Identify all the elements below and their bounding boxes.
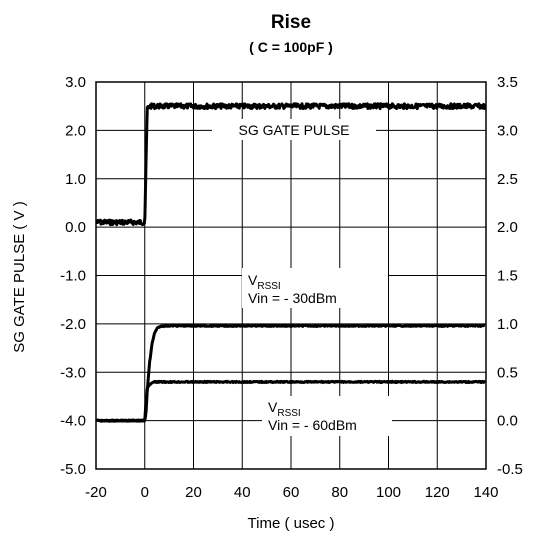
x-tick-label: 80 [331, 484, 348, 501]
y2-tick-label: 1.5 [497, 268, 518, 285]
x-tick-label: 120 [425, 484, 450, 501]
plot-frame [95, 81, 487, 470]
y-tick-label: 2.0 [65, 122, 86, 139]
x-tick-label: 60 [283, 484, 300, 501]
y-tick-label: 0.0 [65, 219, 86, 236]
annotation-rssi-30: VRSSI Vin = - 30dBm [242, 268, 388, 308]
y2-tick-label: 0.0 [497, 413, 518, 430]
series-line-2 [95, 379, 487, 423]
annotation-rssi-60-sub: RSSI [277, 408, 300, 419]
y-tick-label: 1.0 [65, 171, 86, 188]
y-tick-label: -3.0 [60, 364, 86, 381]
annotation-gate: SG GATE PULSE [212, 119, 376, 140]
x-tick-label: 140 [473, 484, 498, 501]
y2-tick-label: 3.0 [497, 122, 518, 139]
y-tick-label: 3.0 [65, 74, 86, 91]
annotation-rssi-30-vin: Vin = - 30dBm [248, 290, 337, 306]
annotation-rssi-60: VRSSI Vin = - 60dBm [262, 396, 392, 436]
series-group [95, 102, 487, 423]
y2-tick-label: 0.5 [497, 364, 518, 381]
annotation-rssi-60-vin: Vin = - 60dBm [268, 417, 357, 433]
y-axis-label: SG GATE PULSE ( V ) [11, 201, 28, 352]
series-line-0 [95, 102, 487, 227]
x-ticks: -20 0 20 40 60 80 100 120 140 [85, 484, 498, 501]
annotation-gate-label: SG GATE PULSE [239, 122, 350, 138]
x-tick-label: -20 [85, 484, 107, 501]
chart-subtitle: ( C = 100pF ) [249, 39, 333, 55]
y2-tick-label: -0.5 [497, 461, 523, 478]
series-line-1 [95, 323, 486, 423]
svg-text:VRSSI: VRSSI [248, 272, 281, 292]
left-y-ticks: 3.0 2.0 1.0 0.0 -1.0 -2.0 -3.0 -4.0 -5.0 [60, 74, 86, 478]
svg-text:VRSSI: VRSSI [268, 399, 301, 419]
y-tick-label: -1.0 [60, 268, 86, 285]
x-tick-label: 20 [185, 484, 202, 501]
y-tick-label: -4.0 [60, 413, 86, 430]
x-tick-label: 0 [141, 484, 149, 501]
annotation-rssi-60-v: V [268, 399, 278, 415]
y2-tick-label: 2.0 [497, 219, 518, 236]
annotation-rssi-30-sub: RSSI [257, 281, 280, 292]
y-tick-label: -5.0 [60, 461, 86, 478]
y2-tick-label: 2.5 [497, 171, 518, 188]
annotation-rssi-30-v: V [248, 272, 258, 288]
y-tick-label: -2.0 [60, 316, 86, 333]
chart-title: Rise [271, 12, 311, 33]
x-axis-label: Time ( usec ) [248, 515, 335, 532]
right-y-ticks: 3.5 3.0 2.5 2.0 1.5 1.0 0.5 0.0 -0.5 [497, 74, 523, 478]
x-tick-label: 100 [376, 484, 401, 501]
x-tick-label: 40 [234, 484, 251, 501]
y2-tick-label: 1.0 [497, 316, 518, 333]
y2-tick-label: 3.5 [497, 74, 518, 91]
